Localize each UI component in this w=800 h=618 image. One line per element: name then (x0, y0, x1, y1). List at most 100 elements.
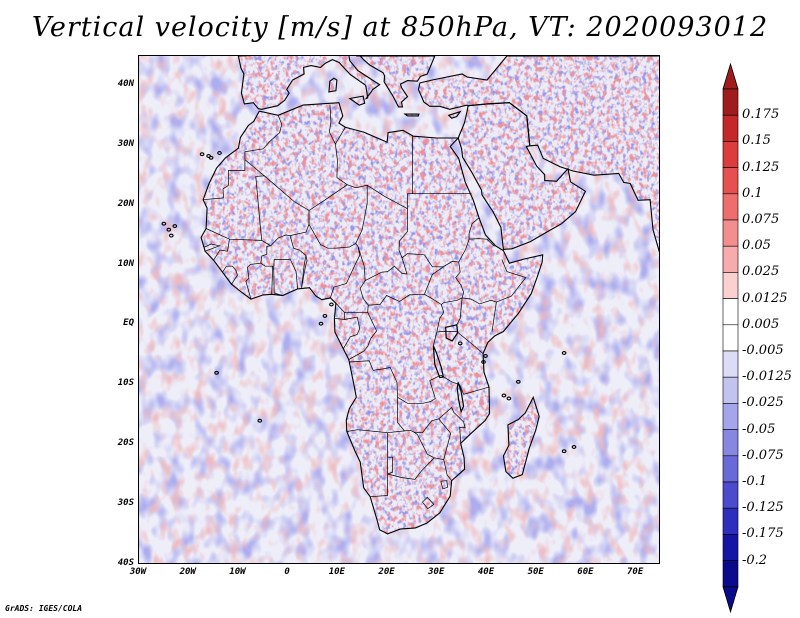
lat-tick-label: 30N (117, 138, 134, 149)
colorbar-swatch (722, 298, 739, 326)
colorbar-level-label: -0.1 (742, 474, 768, 489)
country-border (440, 480, 449, 490)
island-outline (208, 155, 214, 160)
lon-tick-label: 60E (577, 567, 594, 577)
island-outline (501, 393, 507, 398)
lon-tick-label: 40E (477, 567, 495, 577)
country-border (329, 104, 336, 145)
balkan-coast (356, 56, 436, 108)
country-border (469, 238, 495, 247)
country-border (424, 261, 464, 298)
colorbar-level-label: 0.075 (742, 212, 780, 227)
colorbar-swatch (722, 114, 739, 142)
country-border (308, 143, 348, 211)
lat-tick-label: 20S (117, 438, 134, 449)
island-outline (217, 151, 222, 155)
island-outline (199, 152, 205, 157)
country-border (397, 397, 405, 432)
country-border (260, 245, 271, 264)
map-title: Vertical velocity [m/s] at 850hPa, VT: 2… (31, 12, 769, 43)
country-border (432, 304, 445, 346)
island-outline (161, 221, 167, 226)
country-border (443, 459, 452, 481)
island-outline (168, 233, 174, 238)
lat-tick-label: 40S (117, 558, 134, 568)
country-border (496, 259, 527, 303)
colorbar-swatch (722, 350, 739, 378)
country-border (213, 239, 230, 261)
colorbar-swatch (722, 403, 739, 430)
colorbar-swatch (722, 324, 739, 352)
colorbar-swatch (722, 560, 739, 588)
colorbar-level-label: 0.0125 (742, 290, 788, 306)
colorbar-swatch (722, 481, 739, 509)
island-outline (571, 445, 577, 449)
velocity-field-map (139, 56, 659, 563)
island-outline (481, 360, 486, 364)
colorbar-swatch (722, 219, 739, 247)
country-border (287, 258, 298, 289)
colorbar-level-label: -0.0125 (742, 369, 792, 385)
colorbar-level-label: -0.005 (742, 343, 784, 358)
colorbar-level-label: 0.1 (742, 185, 763, 201)
country-border (368, 293, 442, 306)
colorbar-swatch (722, 245, 739, 273)
iran-coast (417, 56, 659, 253)
country-border (456, 331, 484, 354)
country-border (244, 115, 283, 160)
country-border (245, 262, 274, 300)
country-border (330, 246, 361, 299)
country-border (401, 253, 444, 268)
lon-tick-label: 0 (284, 567, 290, 577)
island-outline (515, 379, 521, 384)
colorbar-level-label: 0.175 (742, 107, 780, 123)
country-border (355, 185, 408, 282)
country-border (204, 243, 221, 252)
colorbar-level-label: 0.005 (742, 316, 780, 332)
colorbar-level-label: 0.025 (742, 264, 780, 280)
island-outline (166, 227, 172, 232)
colorbar-level-label: -0.075 (742, 447, 784, 463)
lat-tick-label: 30S (117, 498, 134, 509)
country-border (335, 122, 346, 145)
colorbar-swatch (722, 507, 739, 535)
lon-tick-label: 10W (229, 567, 246, 577)
country-borders (203, 104, 527, 510)
colorbar-level-label: 0.125 (742, 159, 780, 175)
crete-coast (403, 113, 420, 117)
lat-tick-label: 10S (117, 378, 134, 389)
lake-outline (456, 382, 465, 414)
colorbar-level-label: -0.175 (742, 526, 784, 542)
country-border (441, 297, 463, 326)
footer-credit: GrADS: IGES/COLA (5, 604, 83, 613)
island-outline (329, 302, 334, 307)
sicily-coast (348, 95, 366, 106)
country-border (273, 259, 288, 296)
country-border (348, 312, 378, 360)
colorbar-bottom-arrow (722, 586, 739, 614)
country-border (222, 265, 238, 285)
country-border (342, 316, 361, 349)
country-border (261, 175, 310, 247)
lat-tick-label: EQ (123, 318, 134, 329)
country-border (438, 406, 466, 444)
lon-tick-label: 30E (428, 567, 445, 577)
colorbar-level-label: 0.15 (742, 133, 771, 149)
country-border (347, 136, 413, 210)
colorbar-swatch (722, 376, 739, 404)
country-border (334, 312, 345, 320)
country-border (346, 429, 415, 434)
island-outline (214, 370, 219, 375)
island-outline (483, 354, 488, 358)
country-border (301, 255, 308, 288)
colorbar-level-label: -0.05 (742, 421, 776, 437)
island-outline (318, 321, 324, 326)
colorbar-swatch (722, 455, 739, 483)
country-border (440, 374, 490, 395)
colorbar-swatch (722, 167, 739, 195)
africa-coast (200, 102, 544, 535)
island-outline (172, 224, 178, 229)
country-border (203, 159, 246, 201)
country-border (462, 297, 497, 332)
